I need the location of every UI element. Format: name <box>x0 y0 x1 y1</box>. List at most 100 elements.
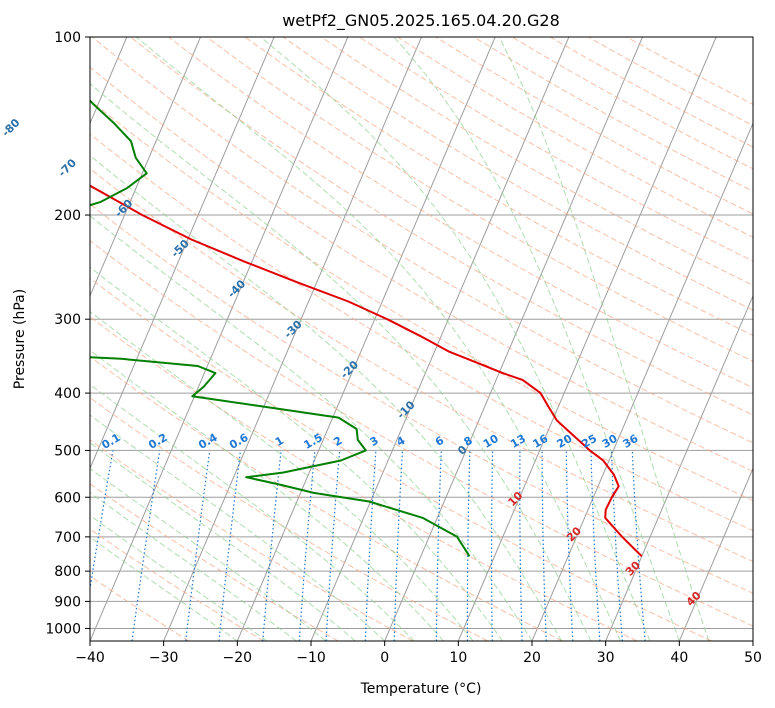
mixing-ratio-line <box>490 450 494 641</box>
dry-adiabat-line <box>282 37 753 311</box>
mixing-ratio-line <box>590 450 601 641</box>
moist-adiabat-line <box>90 154 562 641</box>
y-tick-label: 400 <box>54 386 81 402</box>
y-tick-label: 200 <box>54 208 81 224</box>
mixing-ratio-line <box>185 450 211 641</box>
dry-adiabat-line <box>90 277 712 641</box>
dewpoint-line <box>90 99 471 557</box>
mixing-ratio-label: 2 <box>331 434 344 449</box>
moist-adiabat-line <box>135 37 621 641</box>
profile-lines <box>90 99 643 558</box>
y-tick-label: 1000 <box>45 621 81 637</box>
isotherm-line <box>90 37 201 298</box>
isotherm-line <box>384 37 643 641</box>
mixing-ratio-line <box>218 450 242 641</box>
x-axis-label: Temperature (°C) <box>360 681 482 697</box>
dry-adiabat-line <box>90 133 753 532</box>
mixing-ratio-line <box>262 450 282 641</box>
mixing-ratio-line <box>364 450 377 641</box>
y-tick-label: 600 <box>54 490 81 506</box>
x-tick-label: −10 <box>296 650 326 666</box>
dry-adiabat-line <box>244 37 753 336</box>
moist-adiabat-label: 20 <box>564 524 584 544</box>
isotherm-line <box>678 467 753 641</box>
dry-adiabat-line <box>90 397 488 641</box>
isotherm-line <box>605 294 753 641</box>
mixing-ratio-label: 6 <box>433 434 446 449</box>
dry-adiabat-line <box>90 575 190 641</box>
dry-adiabat-line <box>435 37 753 215</box>
moist-adiabat-line <box>90 349 444 641</box>
moist-adiabat-line <box>260 37 651 641</box>
moist-adiabat-line <box>90 215 533 641</box>
plot-frame <box>89 36 754 642</box>
mixing-ratio-line <box>466 450 471 641</box>
isotherm-line <box>163 37 422 641</box>
isotherm-label: -70 <box>56 156 79 179</box>
axis-ticks: −40 −30 −20 −10 0 10 20 30 40 5010020030040050060… <box>45 30 762 666</box>
moist-adiabat-line <box>498 37 710 641</box>
isotherm-line <box>236 37 496 641</box>
x-tick-label: 20 <box>523 650 541 666</box>
dry-adiabat-line <box>90 528 264 641</box>
dry-adiabat-line <box>90 240 753 627</box>
dry-adiabat-line <box>90 203 753 594</box>
isotherm-label: -80 <box>0 116 23 139</box>
dry-adiabat-line <box>90 316 638 641</box>
isotherm-line <box>752 639 753 641</box>
mixing-ratio-label: 16 <box>530 432 550 451</box>
y-tick-label: 300 <box>54 312 81 328</box>
mixing-ratio-label: 1 <box>273 434 286 449</box>
moist-adiabat-line <box>90 310 474 641</box>
x-tick-label: −20 <box>223 650 253 666</box>
isotherm-label: -40 <box>225 277 248 300</box>
y-axis-label: Pressure (hPa) <box>12 289 28 389</box>
moist-adiabat-label: 40 <box>684 589 704 609</box>
x-tick-label: −40 <box>75 650 105 666</box>
isotherm-line <box>90 37 275 470</box>
dry-adiabat-line <box>90 66 753 472</box>
x-tick-label: 0 <box>380 650 389 666</box>
dry-adiabat-line <box>549 37 753 148</box>
x-tick-label: 50 <box>744 650 762 666</box>
moist-adiabat-line <box>393 37 680 641</box>
mixing-ratio-label: 13 <box>508 432 528 451</box>
y-tick-label: 700 <box>54 530 81 546</box>
y-tick-label: 800 <box>54 564 81 580</box>
dry-adiabat-line <box>168 37 753 389</box>
dry-adiabat-line <box>130 37 753 416</box>
mixing-ratio-line <box>90 450 114 593</box>
isotherm-line <box>531 122 753 641</box>
x-tick-label: 10 <box>449 650 467 666</box>
mixing-ratio-label: 10 <box>481 432 501 451</box>
y-tick-label: 500 <box>54 443 81 459</box>
mixing-ratio-label: 36 <box>621 432 641 451</box>
moist-adiabat-line <box>90 491 297 641</box>
x-tick-label: 40 <box>670 650 688 666</box>
isotherm-line <box>90 37 349 641</box>
mixing-ratio-label: 0.6 <box>227 431 251 452</box>
moist-adiabat-line <box>90 536 238 641</box>
line-annotations: 0.10.20.40.611.52346810131620253036-100-… <box>0 116 704 609</box>
y-tick-label: 900 <box>54 594 81 610</box>
dry-adiabat-line <box>90 356 563 641</box>
mixing-ratio-label: 0.2 <box>146 431 169 452</box>
moist-adiabat-label: 30 <box>623 558 643 578</box>
dry-adiabat-line <box>359 37 753 262</box>
chart-title: wetPf2_GN05.2025.165.04.20.G28 <box>282 11 560 31</box>
mixing-ratio-label: 4 <box>394 434 407 449</box>
dry-adiabat-line <box>206 37 753 362</box>
temperature-line <box>90 184 643 558</box>
y-tick-label: 100 <box>54 30 81 46</box>
mixing-ratio-line <box>565 450 574 641</box>
mixing-ratio-label: 1.5 <box>301 431 324 452</box>
moist-adiabat-line <box>90 514 268 641</box>
mixing-ratio-label: 30 <box>600 432 620 451</box>
dry-adiabat-line <box>90 483 339 641</box>
mixing-ratio-line <box>131 450 161 641</box>
x-tick-label: 30 <box>597 650 615 666</box>
mixing-ratio-line <box>435 450 442 641</box>
moist-adiabat-line <box>90 414 386 641</box>
isotherm-label: -50 <box>169 237 192 260</box>
